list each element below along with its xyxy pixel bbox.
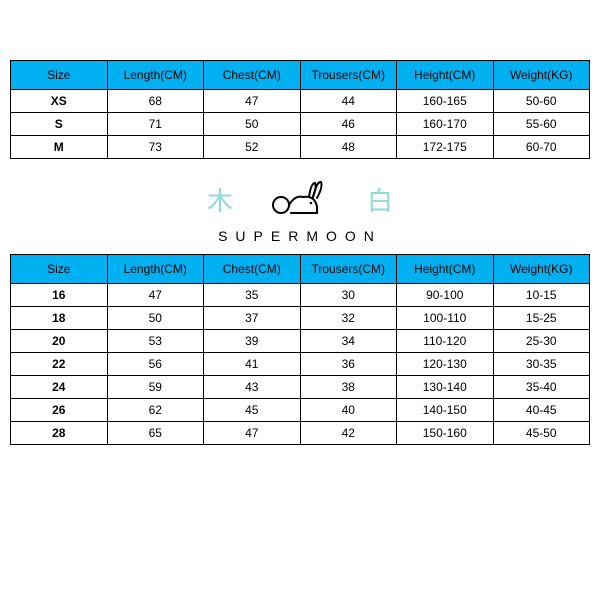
col-size: Size <box>11 61 108 90</box>
brand-band: 木 白 SUPERMOON <box>10 177 590 244</box>
table-cell: 35-40 <box>493 376 590 399</box>
col-length: Length(CM) <box>107 255 204 284</box>
table-cell: 34 <box>300 330 397 353</box>
table-cell: 45 <box>204 399 301 422</box>
col-trousers: Trousers(CM) <box>300 61 397 90</box>
table-cell: 110-120 <box>397 330 494 353</box>
table-cell: 42 <box>300 422 397 445</box>
col-weight: Weight(KG) <box>493 61 590 90</box>
table-cell: M <box>11 136 108 159</box>
table-cell: 35 <box>204 284 301 307</box>
brand-char-left: 木 <box>207 181 233 218</box>
brand-char-right: 白 <box>367 181 393 218</box>
col-size: Size <box>11 255 108 284</box>
table-cell: 68 <box>107 90 204 113</box>
table-cell: 65 <box>107 422 204 445</box>
table-cell: 38 <box>300 376 397 399</box>
table-cell: 130-140 <box>397 376 494 399</box>
table-header-row: Size Length(CM) Chest(CM) Trousers(CM) H… <box>11 61 590 90</box>
table-row: 22564136120-13030-35 <box>11 353 590 376</box>
table-cell: 48 <box>300 136 397 159</box>
table-cell: XS <box>11 90 108 113</box>
table-row: 26624540140-15040-45 <box>11 399 590 422</box>
table-cell: 20 <box>11 330 108 353</box>
table-cell: 28 <box>11 422 108 445</box>
table-cell: 160-165 <box>397 90 494 113</box>
col-height: Height(CM) <box>397 61 494 90</box>
table-row: 1647353090-10010-15 <box>11 284 590 307</box>
brand-wordmark: SUPERMOON <box>10 228 590 244</box>
table-cell: 30 <box>300 284 397 307</box>
table-cell: 44 <box>300 90 397 113</box>
table-cell: 45-50 <box>493 422 590 445</box>
table-row: 18503732100-11015-25 <box>11 307 590 330</box>
kids-table-body: 1647353090-10010-1518503732100-11015-252… <box>11 284 590 445</box>
table-cell: 62 <box>107 399 204 422</box>
table-cell: 39 <box>204 330 301 353</box>
table-cell: 25-30 <box>493 330 590 353</box>
table-cell: 53 <box>107 330 204 353</box>
adult-size-table: Size Length(CM) Chest(CM) Trousers(CM) H… <box>10 60 590 159</box>
table-cell: 18 <box>11 307 108 330</box>
table-row: 28654742150-16045-50 <box>11 422 590 445</box>
table-cell: 37 <box>204 307 301 330</box>
col-height: Height(CM) <box>397 255 494 284</box>
table-cell: 50 <box>204 113 301 136</box>
table-cell: 26 <box>11 399 108 422</box>
table-cell: 160-170 <box>397 113 494 136</box>
col-chest: Chest(CM) <box>204 255 301 284</box>
table-row: 24594338130-14035-40 <box>11 376 590 399</box>
table-cell: 59 <box>107 376 204 399</box>
table-cell: 36 <box>300 353 397 376</box>
table-cell: 71 <box>107 113 204 136</box>
col-length: Length(CM) <box>107 61 204 90</box>
table-cell: 50-60 <box>493 90 590 113</box>
col-chest: Chest(CM) <box>204 61 301 90</box>
table-row: S715046160-17055-60 <box>11 113 590 136</box>
table-cell: 15-25 <box>493 307 590 330</box>
col-trousers: Trousers(CM) <box>300 255 397 284</box>
table-cell: 47 <box>107 284 204 307</box>
table-cell: S <box>11 113 108 136</box>
rabbit-icon <box>265 177 335 222</box>
kids-size-table: Size Length(CM) Chest(CM) Trousers(CM) H… <box>10 254 590 445</box>
table-cell: 50 <box>107 307 204 330</box>
table-header-row: Size Length(CM) Chest(CM) Trousers(CM) H… <box>11 255 590 284</box>
table-cell: 32 <box>300 307 397 330</box>
table-cell: 120-130 <box>397 353 494 376</box>
table-cell: 40 <box>300 399 397 422</box>
table-cell: 43 <box>204 376 301 399</box>
table-cell: 60-70 <box>493 136 590 159</box>
table-cell: 90-100 <box>397 284 494 307</box>
table-cell: 22 <box>11 353 108 376</box>
table-cell: 30-35 <box>493 353 590 376</box>
table-cell: 24 <box>11 376 108 399</box>
table-cell: 56 <box>107 353 204 376</box>
table-cell: 47 <box>204 90 301 113</box>
table-cell: 46 <box>300 113 397 136</box>
table-cell: 10-15 <box>493 284 590 307</box>
table-cell: 16 <box>11 284 108 307</box>
table-cell: 150-160 <box>397 422 494 445</box>
table-cell: 172-175 <box>397 136 494 159</box>
col-weight: Weight(KG) <box>493 255 590 284</box>
table-cell: 41 <box>204 353 301 376</box>
adult-table-body: XS684744160-16550-60S715046160-17055-60M… <box>11 90 590 159</box>
table-cell: 140-150 <box>397 399 494 422</box>
table-cell: 73 <box>107 136 204 159</box>
table-row: 20533934110-12025-30 <box>11 330 590 353</box>
table-cell: 47 <box>204 422 301 445</box>
table-row: XS684744160-16550-60 <box>11 90 590 113</box>
table-cell: 55-60 <box>493 113 590 136</box>
table-cell: 52 <box>204 136 301 159</box>
table-cell: 100-110 <box>397 307 494 330</box>
table-row: M735248172-17560-70 <box>11 136 590 159</box>
table-cell: 40-45 <box>493 399 590 422</box>
